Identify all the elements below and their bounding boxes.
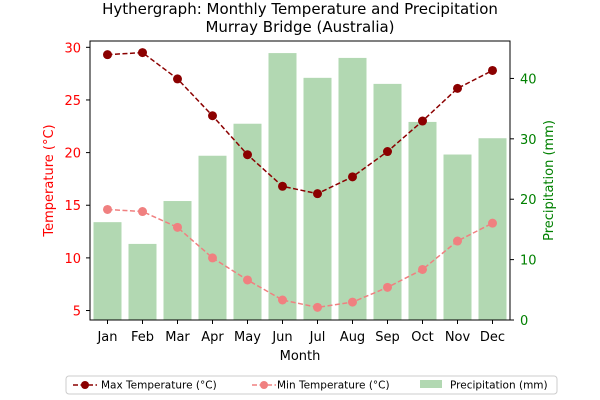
precip-bar-apr [198,155,227,320]
right-y-tick-label: 10 [520,254,537,269]
x-tick-label: Aug [340,330,365,345]
min-temp-point-feb [138,207,147,217]
precip-bar-feb [128,243,157,320]
left-y-tick-label: 10 [64,252,81,267]
max-temp-point-may [243,150,252,160]
x-tick-label: Oct [411,330,433,345]
x-tick-label: May [234,330,261,345]
max-temp-point-mar [173,74,182,84]
max-temp-point-dec [488,65,497,75]
min-temp-point-may [243,275,252,285]
legend-label-precip: Precipitation (mm) [450,380,548,392]
right-y-tick-label: 40 [520,72,537,87]
left-y-tick-label: 5 [73,305,81,320]
left-y-axis: 5 10 15 20 25 30 [64,41,90,320]
precip-bar-sep [373,83,402,321]
x-tick-label: Mar [165,330,190,345]
x-axis: Jan Feb Mar Apr May Jun Jul Aug Sep Oct Nov Dec [96,320,505,345]
legend-marker-max [81,381,89,389]
plot-frame [89,40,511,321]
x-tick-label: Jun [271,330,292,345]
max-temp-point-jun [278,181,287,191]
precip-bar-jan [93,222,122,320]
left-y-tick-label: 20 [64,147,81,162]
min-temp-point-sep [383,282,392,292]
x-tick-label: Jul [309,330,326,345]
legend: Max Temperature (°C) Min Temperature (°C… [65,375,558,395]
min-temp-point-dec [488,218,497,228]
precip-bar-dec [478,138,507,320]
max-temp-point-feb [138,48,147,58]
max-temp-point-jul [313,189,322,199]
left-y-axis-label: Temperature (°C) [42,124,57,237]
right-y-axis-label: Precipitation (mm) [542,120,557,241]
min-temp-point-nov [453,236,462,246]
min-temp-point-aug [348,297,357,307]
min-temp-line [107,208,493,309]
precip-bar-mar [163,201,192,320]
legend-item-min: Min Temperature (°C) [252,380,390,392]
max-temp-point-nov [453,83,462,93]
right-y-tick-label: 20 [520,193,537,208]
left-y-tick-label: 30 [64,41,81,56]
left-y-tick-label: 25 [64,94,81,109]
legend-swatch-precip [420,380,442,388]
x-axis-label: Month [280,349,321,364]
max-temp-point-oct [418,116,427,126]
max-temp-point-jan [103,50,112,60]
right-y-tick-label: 0 [520,314,528,329]
legend-item-max: Max Temperature (°C) [73,380,217,392]
temperature-lines [103,48,497,312]
max-temp-point-aug [348,172,357,182]
max-temp-point-sep [383,147,392,157]
x-tick-label: Apr [201,330,224,345]
right-y-axis: 0 10 20 30 40 [510,72,537,329]
precipitation-bars [93,53,507,321]
legend-marker-min [260,381,268,389]
chart-title-line1: Hythergraph: Monthly Temperature and Pre… [102,0,498,18]
x-tick-label: Jan [96,330,117,345]
legend-item-precip: Precipitation (mm) [420,380,548,392]
precip-bar-jul [303,77,332,320]
min-temp-point-mar [173,222,182,232]
precip-bar-aug [338,57,367,321]
chart-title-line2: Murray Bridge (Australia) [205,18,394,36]
max-temp-point-apr [208,111,217,121]
right-y-tick-label: 30 [520,133,537,148]
legend-label-max: Max Temperature (°C) [101,380,217,392]
max-temp-line [107,51,493,195]
left-y-tick-label: 15 [64,199,81,214]
x-tick-label: Nov [445,330,471,345]
x-tick-label: Sep [375,330,400,345]
min-temp-point-jul [313,302,322,312]
min-temp-point-apr [208,253,217,263]
min-temp-point-oct [418,264,427,274]
min-temp-point-jun [278,295,287,305]
legend-label-min: Min Temperature (°C) [277,380,390,392]
x-tick-label: Dec [480,330,505,345]
x-tick-label: Feb [131,330,154,345]
min-temp-point-jan [103,204,112,214]
precip-bar-oct [408,121,437,320]
